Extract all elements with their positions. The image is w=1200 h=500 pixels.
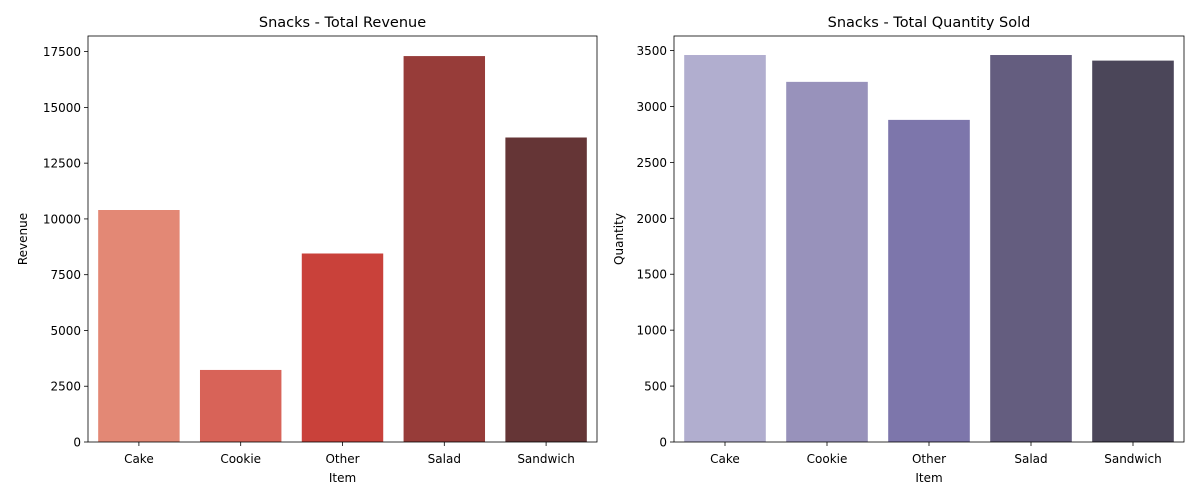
y-tick-label: 0: [659, 436, 667, 450]
bar-other-chart-1: [301, 253, 384, 442]
x-tick-label: Other: [912, 452, 946, 466]
y-axis-label: Quantity: [612, 213, 626, 265]
y-axis-label: Revenue: [16, 213, 30, 265]
y-tick-label: 15000: [43, 101, 81, 115]
y-tick-label: 0: [73, 436, 81, 450]
bar-cake-chart-1: [98, 210, 180, 442]
x-tick-label: Sandwich: [1104, 452, 1162, 466]
y-tick-label: 7500: [50, 268, 81, 282]
x-tick-label: Other: [325, 452, 359, 466]
bar-other-chart-2: [888, 119, 970, 442]
x-tick-label: Cake: [710, 452, 740, 466]
y-tick-label: 500: [644, 380, 667, 394]
chart-title: Snacks - Total Quantity Sold: [828, 15, 1031, 31]
y-tick-label: 1500: [636, 268, 667, 282]
bar-cookie-chart-2: [786, 81, 868, 442]
chart-title: Snacks - Total Revenue: [259, 15, 426, 31]
y-tick-label: 1000: [636, 324, 667, 338]
y-tick-label: 5000: [50, 324, 81, 338]
y-tick-label: 17500: [43, 45, 81, 59]
bar-sandwich-chart-1: [505, 137, 587, 442]
y-tick-label: 2500: [636, 156, 667, 170]
bar-salad-chart-2: [990, 55, 1072, 443]
y-tick-label: 3500: [636, 44, 667, 58]
bar-sandwich-chart-2: [1092, 60, 1174, 443]
x-tick-label: Salad: [428, 452, 461, 466]
y-tick-label: 2500: [50, 380, 81, 394]
x-tick-label: Cake: [124, 452, 154, 466]
y-tick-label: 12500: [43, 157, 81, 171]
y-tick-label: 2000: [636, 212, 667, 226]
x-tick-label: Sandwich: [517, 452, 575, 466]
x-tick-label: Cookie: [807, 452, 848, 466]
x-tick-label: Salad: [1014, 452, 1047, 466]
bar-cake-chart-2: [684, 55, 766, 443]
x-axis-label: Item: [329, 471, 356, 485]
bar-cookie-chart-1: [199, 369, 282, 442]
x-tick-label: Cookie: [220, 452, 261, 466]
y-tick-label: 3000: [636, 100, 667, 114]
x-axis-label: Item: [915, 471, 942, 485]
y-tick-label: 10000: [43, 212, 81, 226]
bar-salad-chart-1: [403, 56, 486, 442]
